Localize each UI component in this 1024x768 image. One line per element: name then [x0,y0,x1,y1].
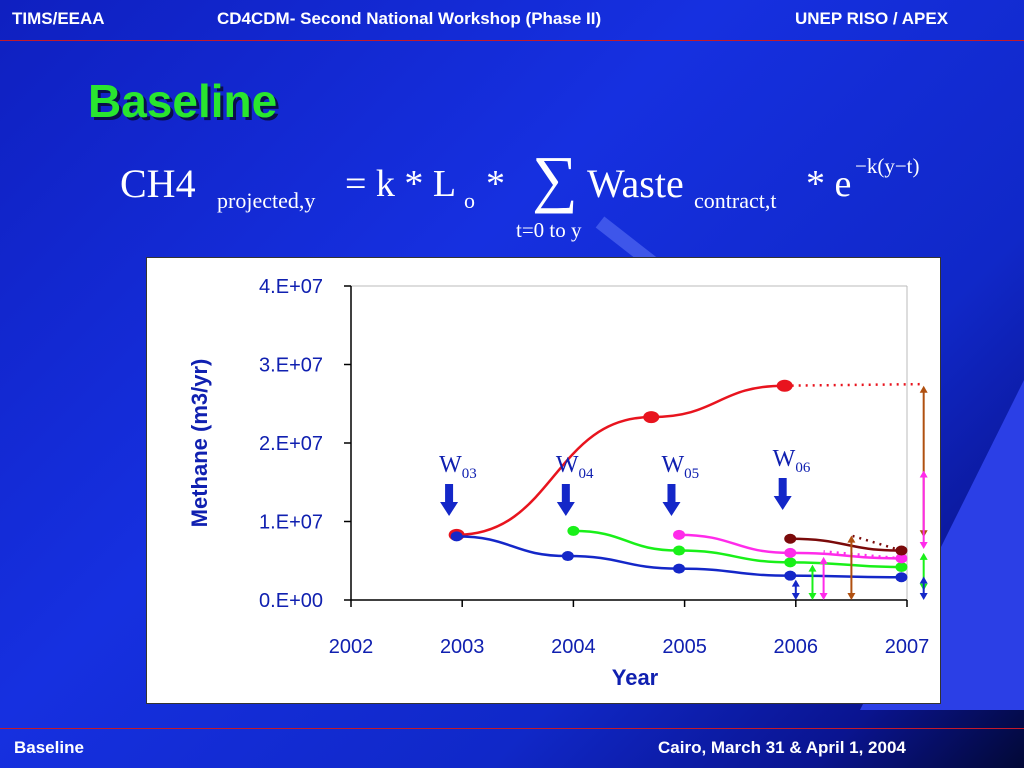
w-down-arrow [556,484,575,516]
formula-waste-sub: contract,t [694,188,777,213]
arrow-head-down [808,593,817,600]
header-divider [0,40,1024,41]
data-point [673,563,686,574]
header-left: TIMS/EEAA [12,9,105,28]
slide-title: Baseline [88,75,278,127]
formula-times1: * [486,163,505,205]
arrow-head-up [791,579,800,587]
w-annotation: W04 [556,452,594,482]
series-projection [851,534,902,552]
arrow-head-down [919,541,928,549]
data-point [784,547,797,558]
formula-eq: = k * L [345,163,457,205]
w-annotation: W05 [661,452,699,482]
y-tick-label: 0.E+00 [259,590,323,612]
arrow-head-down [819,593,828,600]
arrow-head-up [919,576,928,584]
arrow-head-up [847,535,856,543]
baseline-formula: CH4 projected,y = k * L o * ∑ t=0 to y W… [120,143,960,250]
header-right: UNEP RISO / APEX [795,9,949,28]
series-projection [784,382,924,387]
formula-waste: Waste [587,161,684,206]
data-point [673,529,686,540]
chart-svg: 0.E+00 1.E+07 2.E+07 3.E+07 4.E+07 2002 2003 20… [187,276,930,690]
methane-chart: 0.E+00 1.E+07 2.E+07 3.E+07 4.E+07 2002 2003 20… [146,257,941,704]
data-point [784,533,797,544]
y-tick-label: 4.E+07 [259,276,323,298]
x-tick-label: 2003 [440,636,485,658]
w-annotation: W03 [439,452,477,482]
formula-lo-sub: o [464,188,475,213]
data-point [776,379,793,392]
footer-left: Baseline [14,738,84,757]
w-down-arrow [662,484,681,516]
slide-header: TIMS/EEAA CD4CDM- Second National Worksh… [0,0,1024,40]
data-point [567,525,580,536]
data-point [895,545,908,556]
y-axis-label: Methane (m3/yr) [187,359,212,528]
data-point [895,572,908,583]
w-annotation: W06 [773,446,811,476]
arrow-head-up [919,552,928,560]
arrow-head-up [919,385,928,393]
x-tick-label: 2007 [885,636,930,658]
data-point [673,545,686,556]
arrow-head-up [808,564,817,572]
series-line [456,384,785,537]
formula-exp: −k(y−t) [855,154,920,178]
x-tick-label: 2004 [551,636,596,658]
arrow-head-up [919,470,928,478]
x-tick-label: 2002 [329,636,374,658]
data-point [895,553,908,564]
y-tick-label: 3.E+07 [259,355,323,377]
x-tick-label: 2006 [774,636,819,658]
formula-times2: * e [806,163,852,205]
data-point [450,531,463,542]
footer-right: Cairo, March 31 & April 1, 2004 [658,738,906,757]
w-down-arrow [773,478,792,510]
series-line [573,529,902,569]
series-line [790,537,902,552]
formula-sigma: ∑ [532,143,578,214]
y-tick-label: 2.E+07 [259,433,323,455]
formula-lhs: CH4 [120,161,196,206]
formula-sum-sub: t=0 to y [516,218,582,242]
data-point [895,562,908,573]
arrow-head-down [919,593,928,600]
footer-divider [0,728,1024,729]
formula-lhs-sub: projected,y [217,188,316,213]
x-axis-label: Year [612,665,659,690]
arrow-head-down [791,593,800,600]
arrow-head-up [819,556,828,564]
data-point [561,551,574,562]
y-tick-label: 1.E+07 [259,512,323,534]
arrow-head-down [847,593,856,600]
w-down-arrow [440,484,459,516]
data-point [784,570,797,581]
header-center: CD4CDM- Second National Workshop (Phase … [217,9,602,28]
data-point [643,411,660,424]
data-point [784,557,797,568]
x-tick-label: 2005 [662,636,707,658]
